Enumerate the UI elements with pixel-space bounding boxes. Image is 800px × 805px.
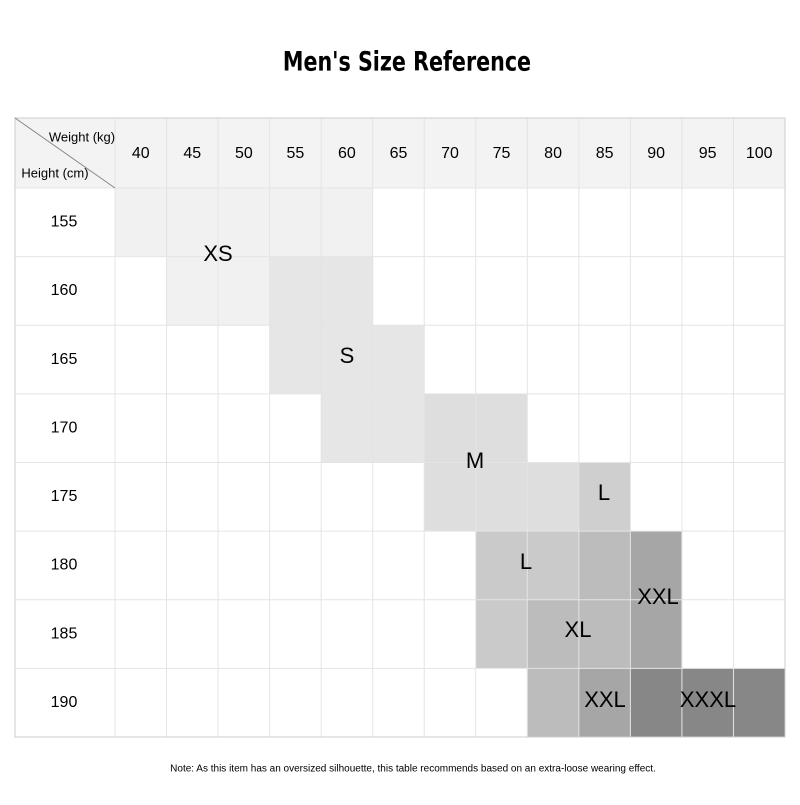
grid: [14, 117, 786, 738]
size-cell: [578, 531, 631, 600]
weight-label: 95: [699, 145, 717, 162]
title: Men's Size Reference: [283, 46, 531, 77]
height-label: 165: [51, 351, 78, 368]
note: Note: As this item has an oversized silh…: [170, 764, 656, 775]
corner-diagonal: [14, 117, 116, 189]
weight-label: 100: [746, 145, 773, 162]
corner-weight: Weight (kg): [49, 129, 115, 144]
size-cell: [630, 531, 682, 600]
weight-label: 45: [183, 145, 201, 162]
weight-label: 85: [596, 145, 614, 162]
height-label: 170: [51, 419, 78, 436]
size-cell: [424, 462, 579, 532]
weight-label: 60: [338, 145, 356, 162]
corner-height: Height (cm): [21, 165, 88, 180]
height-label: 160: [51, 282, 78, 299]
weight-label: 40: [132, 145, 150, 162]
header-bg: [15, 118, 785, 188]
table-border: [14, 117, 786, 738]
size-cell: [630, 668, 785, 737]
size-label: XXL: [637, 584, 679, 609]
size-label: XXL: [584, 687, 626, 712]
weight-label: 55: [286, 145, 304, 162]
size-cell: [269, 325, 425, 394]
size-label: L: [598, 480, 610, 505]
size-label: S: [340, 343, 355, 368]
weight-label: 80: [544, 145, 562, 162]
size-cell: [527, 668, 579, 737]
weight-label: 70: [441, 145, 459, 162]
size-label: L: [520, 549, 532, 574]
weight-label: 65: [390, 145, 408, 162]
size-label: XL: [565, 617, 592, 642]
weight-label: 90: [647, 145, 665, 162]
size-cell: [578, 462, 631, 532]
size-label: M: [466, 448, 484, 473]
size-cell: [115, 188, 373, 257]
size-regions: [115, 188, 785, 737]
size-label: XXXL: [680, 687, 736, 712]
height-label: 180: [51, 557, 78, 574]
size-label: XS: [203, 241, 232, 266]
size-cell: [475, 599, 528, 669]
height-label: 155: [51, 214, 78, 231]
height-label: 190: [51, 694, 78, 711]
height-label: 185: [51, 625, 78, 642]
size-cell: [630, 599, 682, 669]
weight-label: 50: [235, 145, 253, 162]
weight-label: 75: [493, 145, 511, 162]
size-cell: [578, 668, 631, 737]
height-label: 175: [51, 488, 78, 505]
